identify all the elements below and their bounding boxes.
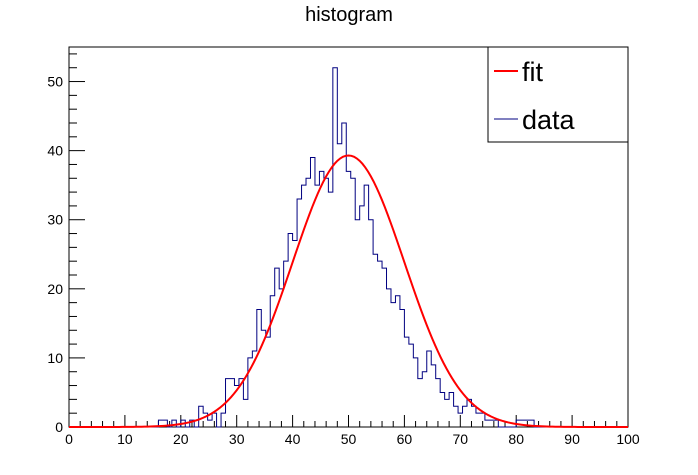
x-tick-label: 10 xyxy=(117,431,133,447)
series-fit-curve xyxy=(69,154,628,428)
y-tick-label: 40 xyxy=(47,143,63,159)
x-tick-label: 90 xyxy=(564,431,580,447)
legend-entry-data: data xyxy=(522,105,576,135)
x-tick-label: 0 xyxy=(65,431,73,447)
legend-entry-fit: fit xyxy=(522,57,544,87)
x-tick-label: 70 xyxy=(453,431,469,447)
x-tick-label: 50 xyxy=(341,431,357,447)
series-data-step-line xyxy=(69,67,628,428)
y-tick-label: 30 xyxy=(47,212,63,228)
x-tick-label: 30 xyxy=(229,431,245,447)
x-tick-label: 80 xyxy=(508,431,524,447)
chart-title: histogram xyxy=(305,4,393,26)
legend-box xyxy=(487,46,629,143)
legend: fit data xyxy=(487,46,629,143)
y-tick-label: 50 xyxy=(47,74,63,90)
y-tick-label: 20 xyxy=(47,281,63,297)
y-axis: 0 10 20 30 40 50 xyxy=(47,53,85,435)
x-tick-label: 60 xyxy=(397,431,413,447)
x-tick-label: 20 xyxy=(173,431,189,447)
x-tick-label: 100 xyxy=(616,431,640,447)
y-tick-label: 0 xyxy=(55,419,63,435)
x-axis: 0 10 20 30 40 50 60 70 80 90 100 xyxy=(65,415,640,447)
y-tick-label: 10 xyxy=(47,350,63,366)
x-tick-label: 40 xyxy=(285,431,301,447)
